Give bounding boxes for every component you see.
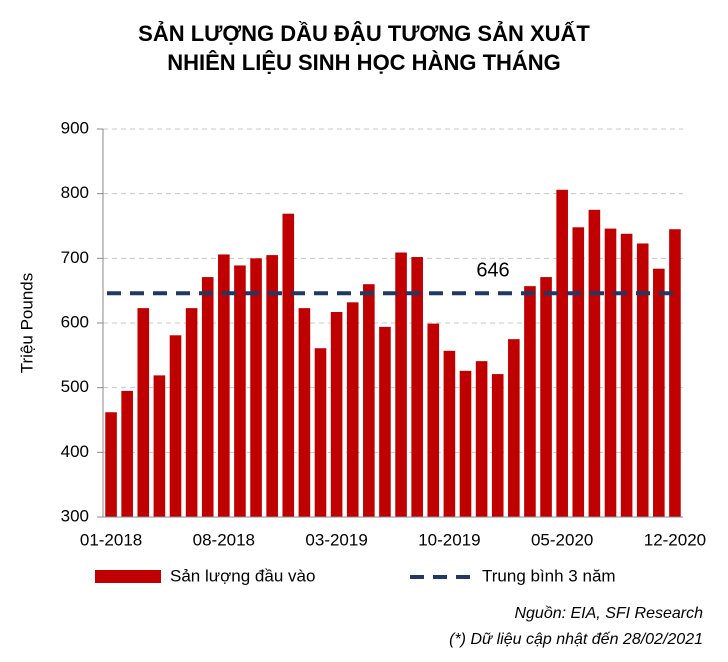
bar	[282, 213, 295, 518]
bar	[620, 233, 633, 517]
bar	[185, 308, 198, 517]
bar	[475, 361, 488, 517]
bar	[105, 412, 117, 517]
bar	[266, 255, 278, 517]
bar	[121, 390, 133, 517]
y-tick-label: 700	[61, 248, 89, 267]
bar	[443, 350, 456, 517]
legend-label: Sản lượng đầu vào	[170, 566, 315, 585]
bar	[137, 308, 150, 517]
chart-title: NHIÊN LIỆU SINH HỌC HÀNG THÁNG	[167, 50, 561, 75]
average-label: 646	[476, 260, 509, 282]
bar	[314, 348, 327, 517]
bar	[298, 308, 311, 517]
bar	[395, 252, 407, 517]
bar	[540, 277, 552, 517]
x-tick-label: 05-2020	[531, 530, 593, 549]
legend-label: Trung bình 3 năm	[482, 566, 616, 585]
bar	[234, 265, 246, 517]
chart-title: SẢN LƯỢNG DẦU ĐẬU TƯƠNG SẢN XUẤT	[138, 21, 590, 46]
bar	[201, 277, 214, 517]
y-tick-label: 800	[61, 183, 89, 202]
bar	[588, 209, 601, 518]
bar	[491, 374, 504, 517]
update-note: (*) Dữ liệu cập nhật đến 28/02/2021	[449, 631, 703, 648]
bar	[379, 326, 391, 517]
bar	[218, 254, 230, 517]
bar	[363, 284, 375, 517]
bar	[411, 257, 423, 517]
bar	[653, 268, 665, 517]
x-tick-label: 03-2019	[305, 530, 367, 549]
bar	[330, 312, 343, 517]
y-tick-label: 500	[61, 377, 89, 396]
bar	[556, 189, 568, 517]
bar	[636, 243, 649, 517]
y-tick-label: 900	[61, 118, 89, 137]
y-tick-label: 300	[61, 506, 89, 525]
bar	[153, 375, 166, 517]
y-axis-label: Triệu Pounds	[17, 273, 36, 373]
bar	[250, 258, 262, 517]
bar	[669, 229, 681, 517]
bar	[346, 302, 359, 517]
x-tick-label: 08-2018	[193, 530, 255, 549]
legend-swatch	[95, 570, 161, 583]
x-tick-label: 10-2019	[418, 530, 480, 549]
x-tick-label: 01-2018	[80, 530, 142, 549]
source-note: Nguồn: EIA, SFI Research	[514, 605, 703, 622]
bar	[508, 339, 520, 517]
y-tick-label: 600	[61, 312, 89, 331]
bar	[459, 370, 472, 517]
y-tick-label: 400	[61, 442, 89, 461]
bar	[524, 286, 536, 517]
bar	[427, 323, 440, 517]
bar	[604, 228, 617, 517]
bar	[572, 227, 585, 517]
x-tick-label: 12-2020	[644, 530, 706, 549]
bar	[169, 335, 182, 517]
